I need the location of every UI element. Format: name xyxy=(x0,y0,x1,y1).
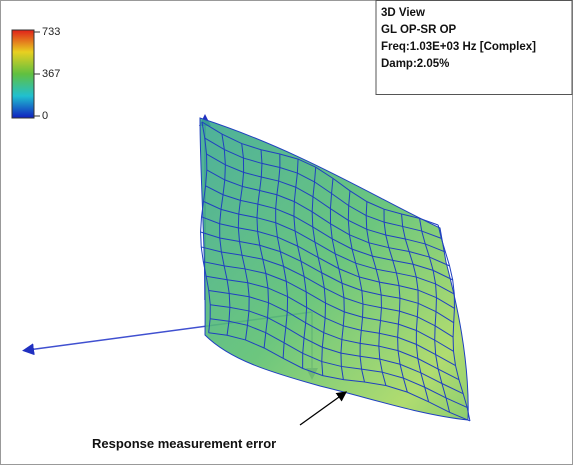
info-line: Freq:1.03E+03 Hz [Complex] xyxy=(381,41,536,53)
info-line: GL OP-SR OP xyxy=(381,24,457,36)
info-line: Damp:2.05% xyxy=(381,58,449,70)
3d-view: 733 367 0 3D View GL OP-SR OP Freq:1.03E… xyxy=(0,0,573,465)
info-line: 3D View xyxy=(381,7,425,19)
color-bar-label: 367 xyxy=(42,68,60,80)
color-bar-label: 733 xyxy=(42,26,60,38)
page: 733 367 0 3D View GL OP-SR OP Freq:1.03E… xyxy=(0,0,573,465)
color-bar xyxy=(12,30,34,118)
annotation: Response measurement error xyxy=(92,436,276,451)
color-bar-label: 0 xyxy=(42,110,48,122)
